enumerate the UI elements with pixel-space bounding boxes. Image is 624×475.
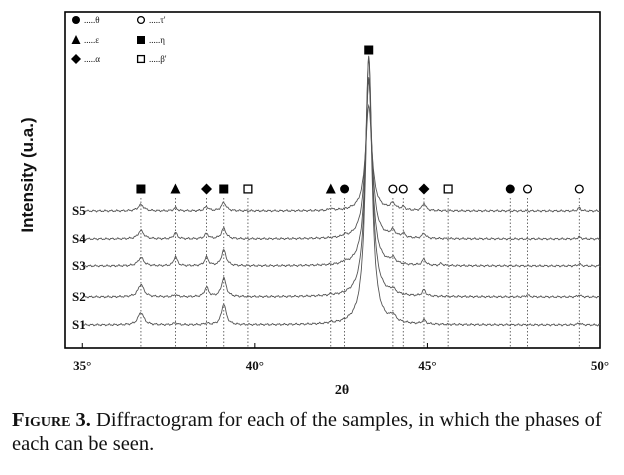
legend-label: .....ε [84,35,99,45]
legend-symbol-filled-circle [72,16,80,24]
legend-label: .....θ [84,15,100,25]
caption-label: Figure 3. [12,409,91,431]
series-line-s3 [81,77,601,268]
x-tick-label: 40° [246,358,264,373]
phase-marker-filled-triangle [325,183,336,194]
phase-marker-filled-diamond [418,183,430,195]
x-tick-label: 45° [418,358,436,373]
diffractogram-chart: S1 S2 S3 S4 S5 .....θ .....τ' .....ε .....η....… [64,11,609,398]
legend-symbol-filled-triangle [71,35,81,44]
phase-marker-open-circle [398,184,408,194]
x-tick-label: 35° [73,358,91,373]
phase-marker-open-square [243,184,253,194]
phase-marker-open-circle [388,184,398,194]
phase-marker-filled-diamond [201,183,213,195]
legend-label: .....β' [149,54,167,64]
series-label-s3: S3 [72,258,86,273]
legend-label: .....τ' [149,15,166,25]
phase-marker-filled-square [136,184,146,194]
phase-marker-open-circle [574,184,584,194]
phase-marker-filled-triangle [170,183,181,194]
legend-symbol-open-square [136,54,146,64]
phase-marker-filled-circle [340,184,350,194]
series-label-s4: S4 [72,231,86,246]
legend-symbol-open-circle [136,15,146,25]
figure-caption: Figure 3. Diffractogram for each of the … [12,408,617,456]
series-line-s5 [82,103,601,213]
phase-marker-filled-square [364,45,374,55]
phase-marker-filled-square [219,184,229,194]
series-line-s4 [82,80,601,241]
phase-marker-filled-circle [505,184,515,194]
legend-symbol-filled-diamond [71,54,81,64]
series-label-s2: S2 [72,289,86,304]
legend-symbol-filled-square [137,36,145,44]
legend-label: .....η [149,35,165,45]
plot-frame [64,11,601,349]
series-label-s1: S1 [72,317,86,332]
series-line-s1 [82,57,601,327]
caption-text: Diffractogram for each of the samples, i… [12,409,602,455]
series-line-s2 [82,55,601,299]
y-axis-label-wrap: Intensity (u.a.) [8,80,48,270]
legend-label: .....α [84,54,100,64]
phase-marker-open-circle [522,184,533,194]
phase-marker-open-square [443,184,453,194]
x-tick-label: 50° [591,358,609,373]
series-label-s5: S5 [72,203,86,218]
x-axis-label: 2θ [335,383,349,398]
y-axis-label: Intensity (u.a.) [18,117,37,233]
